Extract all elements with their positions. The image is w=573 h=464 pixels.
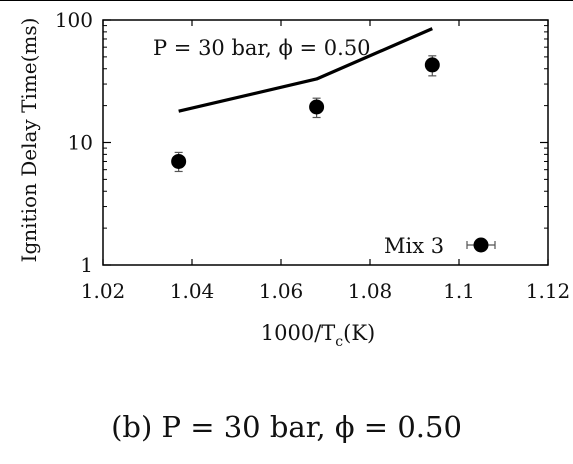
y-tick-label: 100 (55, 8, 93, 32)
data-point (171, 153, 187, 169)
x-tick-label: 1.12 (526, 279, 571, 303)
data-point (424, 57, 440, 73)
legend-marker (473, 237, 489, 253)
x-tick-label: 1.06 (259, 279, 304, 303)
annotation-text: P = 30 bar, ϕ = 0.50 (153, 36, 371, 60)
x-tick-label: 1.04 (170, 279, 215, 303)
top-rule (0, 0, 573, 1)
data-point (309, 99, 325, 115)
x-axis-label: 1000/Tc(K) (261, 321, 375, 350)
legend-label: Mix 3 (384, 234, 444, 258)
x-tick-label: 1.02 (81, 279, 126, 303)
ticks-layer: 1.02 1.04 1.06 1.08 1.1 1.12 1 10 100 (55, 8, 570, 303)
x-axis-label-sub: c (335, 334, 343, 350)
legend-marker-layer (466, 237, 496, 253)
x-axis-label-main: 1000/T (261, 321, 336, 345)
y-tick-label: 10 (68, 131, 93, 155)
y-axis-label: Ignition Delay Time(ms) (17, 18, 41, 263)
figure-caption: (b) P = 30 bar, ϕ = 0.50 (111, 410, 462, 444)
x-tick-label: 1.1 (443, 279, 475, 303)
ignition-delay-chart: 1.02 1.04 1.06 1.08 1.1 1.12 1 10 100 P = 30 bar… (17, 8, 570, 350)
data-layer (171, 27, 440, 173)
y-tick-label: 1 (80, 253, 93, 277)
x-tick-label: 1.08 (348, 279, 393, 303)
x-axis-label-unit: (K) (343, 321, 375, 345)
model-line (178, 27, 433, 113)
